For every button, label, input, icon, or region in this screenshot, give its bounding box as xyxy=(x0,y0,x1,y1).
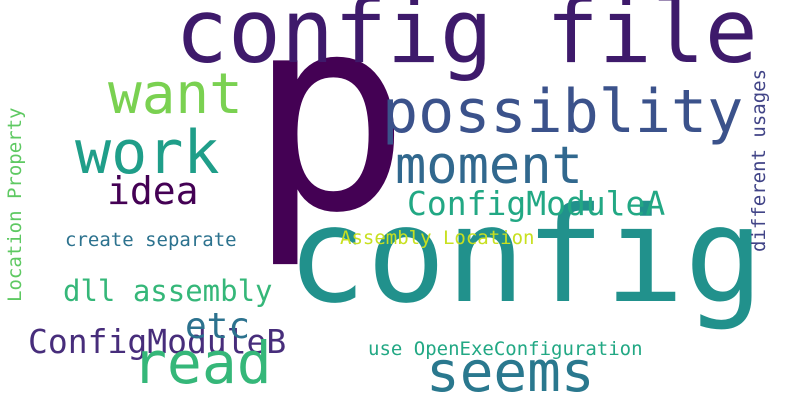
word-etc: etc xyxy=(185,306,251,347)
word-config-module-a: ConfigModuleA xyxy=(407,184,666,223)
word-location-property: Location Property xyxy=(4,107,26,302)
word-want: want xyxy=(108,62,243,127)
word-use-open-exe-configuration: use OpenExeConfiguration xyxy=(368,338,643,360)
word-p: p xyxy=(248,0,411,272)
word-idea: idea xyxy=(107,169,199,213)
word-config: config xyxy=(287,179,764,333)
word-work: work xyxy=(75,118,220,188)
word-create-separate: create separate xyxy=(65,229,237,251)
word-dll-assembly: dll assembly xyxy=(63,274,273,308)
word-assembly-location: Assembly Location xyxy=(340,227,535,249)
word-seems: seems xyxy=(426,340,595,400)
word-moment: moment xyxy=(395,136,583,196)
word-possiblity: possiblity xyxy=(382,77,744,147)
word-read: read xyxy=(132,329,272,397)
word-config-module-b: ConfigModuleB xyxy=(28,322,287,361)
word-config-file: config file xyxy=(175,0,758,83)
word-different-usages: different usages xyxy=(748,68,770,252)
